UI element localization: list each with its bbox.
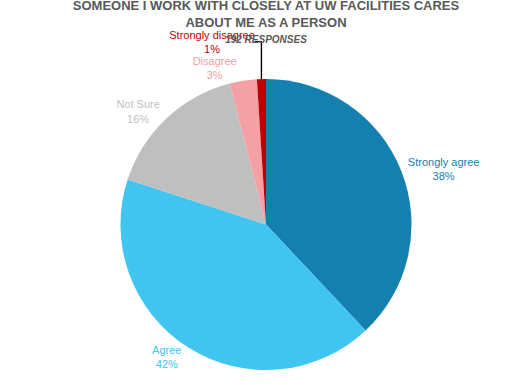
svg-text:Agree42%: Agree42% — [152, 344, 181, 370]
svg-text:Strongly agree38%: Strongly agree38% — [408, 156, 480, 182]
svg-text:Not Sure16%: Not Sure16% — [116, 98, 159, 124]
svg-text:Strongly disagree1%: Strongly disagree1% — [169, 29, 255, 55]
svg-text:SOMEONE I WORK WITH CLOSELY AT: SOMEONE I WORK WITH CLOSELY AT UW FACILI… — [73, 0, 460, 45]
svg-text:Disagree3%: Disagree3% — [193, 55, 237, 81]
